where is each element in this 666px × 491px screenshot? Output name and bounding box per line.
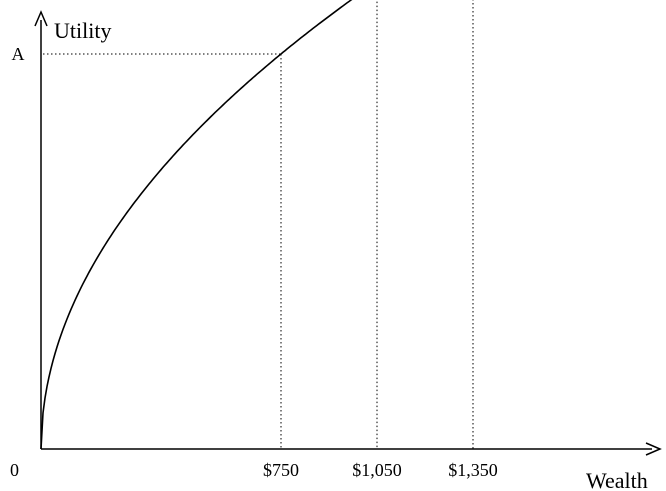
wealth-1350-label: $1,350 <box>448 460 498 480</box>
wealth-1050-label: $1,050 <box>352 460 402 480</box>
level-c-group: C $1,350 <box>448 0 498 480</box>
y-axis-arrowhead <box>34 10 48 27</box>
utility-level-a-label: A <box>12 44 25 64</box>
origin-label: 0 <box>10 460 19 480</box>
utility-curve <box>40 0 353 450</box>
wealth-750-label: $750 <box>263 460 299 480</box>
x-axis-title: Wealth <box>586 468 648 491</box>
level-a-group: A $750 <box>12 44 300 480</box>
y-axis-title: Utility <box>54 18 111 43</box>
level-b-group: B $1,050 <box>352 0 402 480</box>
x-axis-arrowhead <box>645 442 662 456</box>
